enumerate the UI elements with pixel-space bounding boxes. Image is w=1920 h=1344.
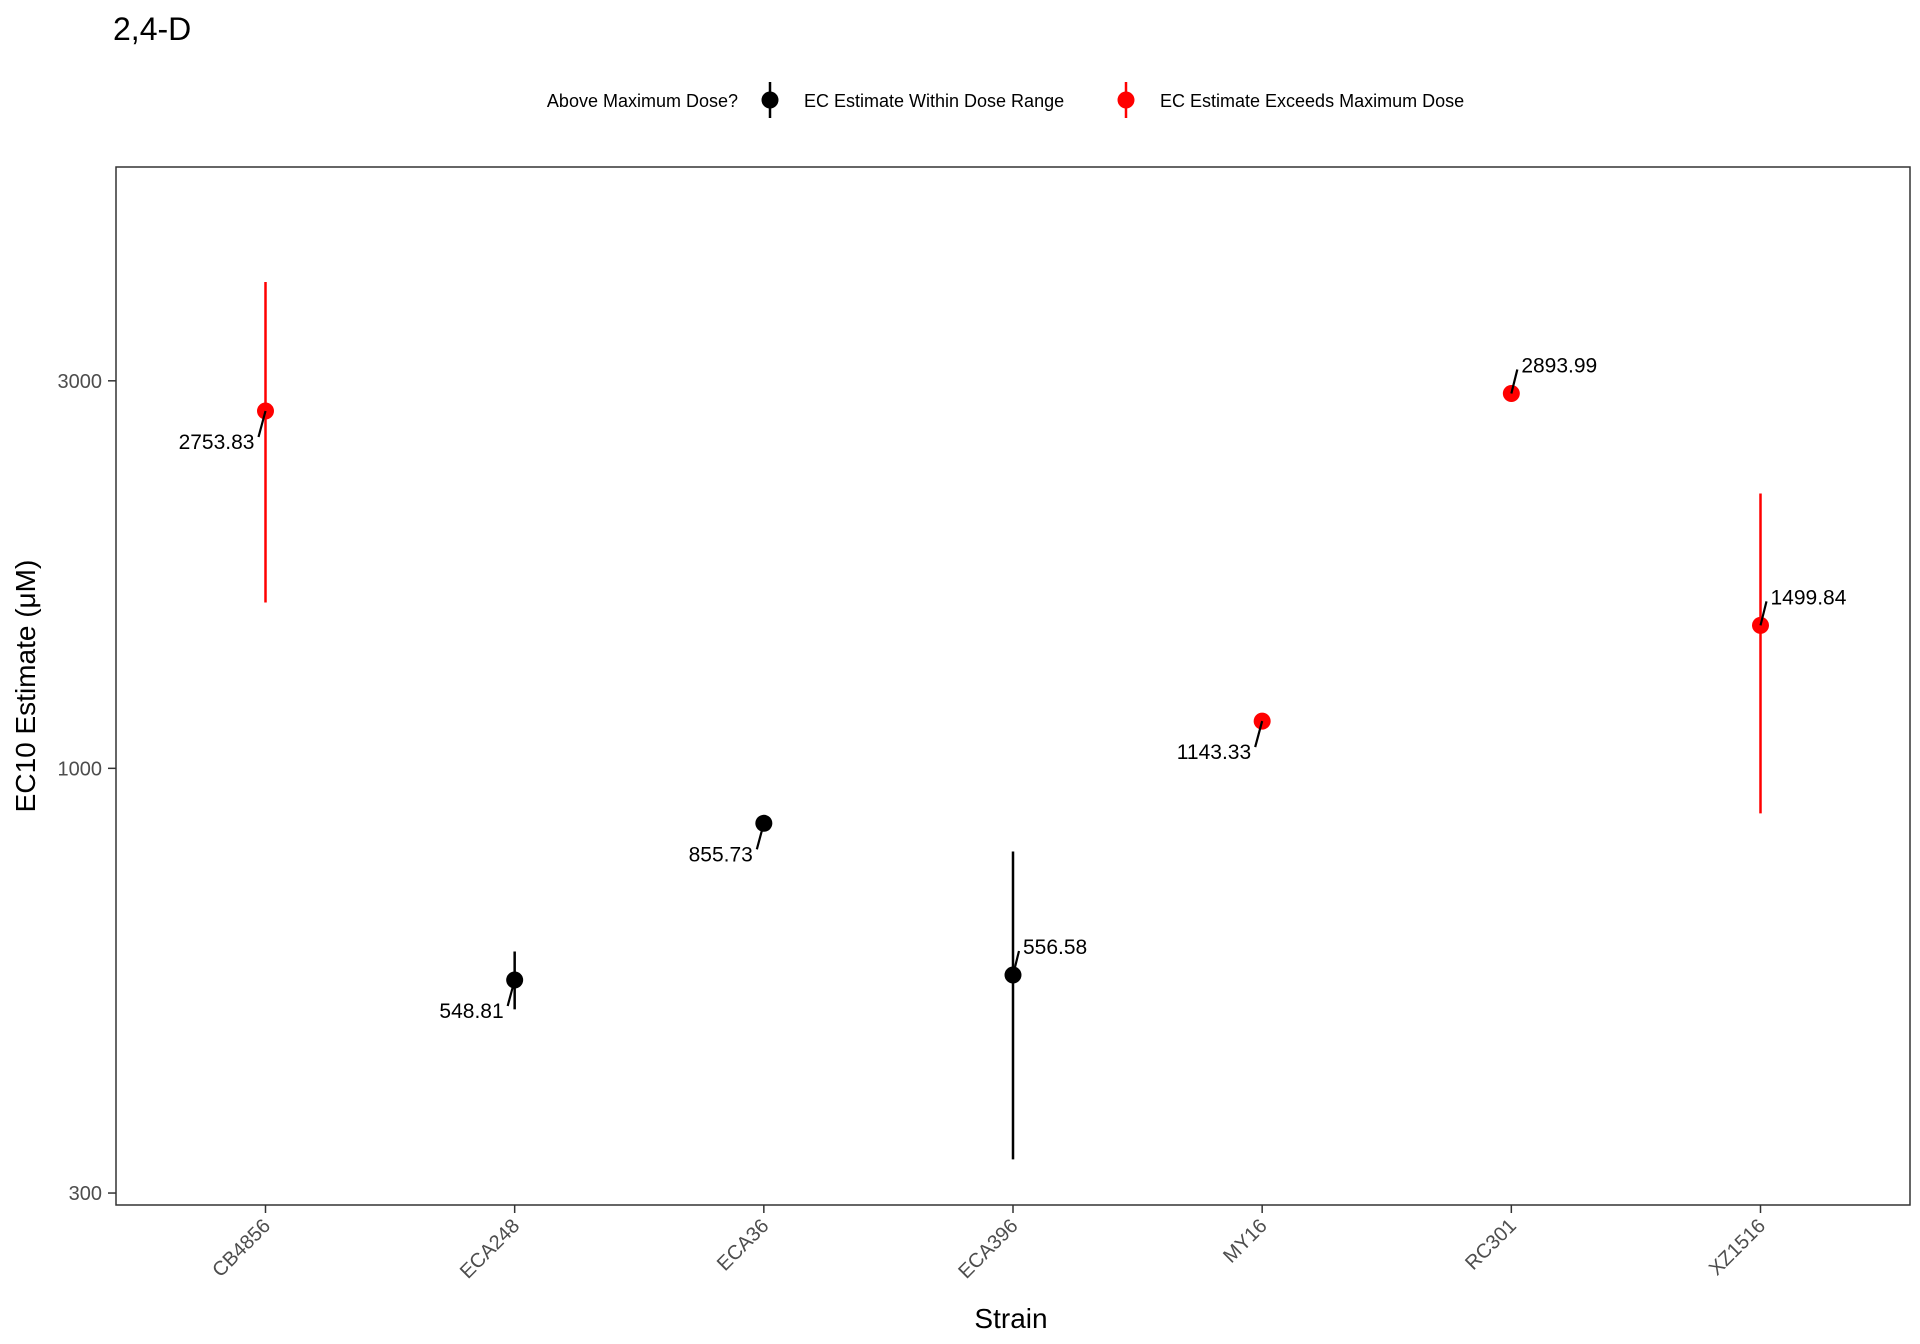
y-axis: 300 1000 3000 bbox=[58, 371, 116, 1205]
legend-entry-label: EC Estimate Exceeds Maximum Dose bbox=[1160, 91, 1464, 111]
legend-entry-label: EC Estimate Within Dose Range bbox=[804, 91, 1064, 111]
x-tick-label: ECA36 bbox=[713, 1215, 773, 1275]
data-label: 855.73 bbox=[689, 843, 753, 866]
x-tick-label: MY16 bbox=[1219, 1215, 1272, 1268]
data-marks: 2753.83 548.81 855.73 556.58 1143.33 2893.99 1… bbox=[179, 281, 1847, 1160]
label-leader-line bbox=[1254, 720, 1264, 748]
data-label: 1143.33 bbox=[1177, 741, 1251, 764]
label-leader-line bbox=[1011, 950, 1021, 976]
legend-key-point bbox=[761, 91, 779, 109]
x-axis: CB4856 ECA248 ECA36 ECA396 MY16 RC301 XZ1516 bbox=[208, 1205, 1770, 1283]
x-tick-label: ECA248 bbox=[456, 1215, 524, 1283]
y-tick-label: 300 bbox=[69, 1183, 102, 1205]
legend: Above Maximum Dose? EC Estimate Within D… bbox=[547, 82, 1464, 118]
x-axis-title: Strain bbox=[974, 1303, 1047, 1334]
x-tick-label: CB4856 bbox=[208, 1215, 275, 1282]
data-label: 548.81 bbox=[439, 1000, 503, 1023]
label-leader-line bbox=[755, 823, 765, 850]
data-label: 2893.99 bbox=[1521, 355, 1597, 378]
y-axis-title: EC10 Estimate (μM) bbox=[10, 560, 41, 813]
label-leader-line bbox=[506, 979, 516, 1007]
data-label: 1499.84 bbox=[1771, 586, 1847, 609]
legend-title: Above Maximum Dose? bbox=[547, 91, 738, 111]
x-tick-label: RC301 bbox=[1461, 1215, 1521, 1275]
label-leader-line bbox=[1759, 601, 1768, 626]
x-tick-label: XZ1516 bbox=[1705, 1215, 1770, 1280]
data-label: 556.58 bbox=[1023, 936, 1087, 959]
data-label: 2753.83 bbox=[179, 431, 255, 454]
label-leader-line bbox=[257, 410, 267, 438]
y-tick-label: 1000 bbox=[58, 758, 103, 780]
y-tick-label: 3000 bbox=[58, 371, 103, 393]
chart-title: 2,4-D bbox=[113, 11, 191, 47]
label-leader-line bbox=[1510, 369, 1519, 394]
legend-key-point bbox=[1117, 91, 1135, 109]
x-tick-label: ECA396 bbox=[954, 1215, 1022, 1283]
